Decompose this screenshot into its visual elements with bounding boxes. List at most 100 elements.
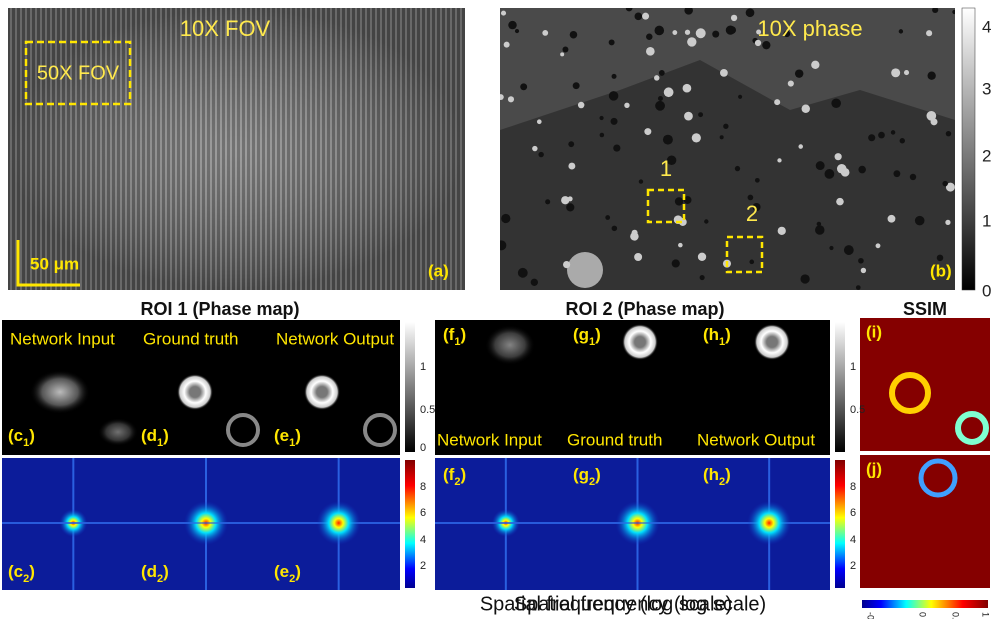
inset-label: 50X FOV [37, 62, 120, 84]
cell [563, 261, 570, 268]
cell [573, 82, 580, 89]
label-prefix: (f [443, 325, 455, 344]
cell [696, 28, 706, 38]
cell [844, 245, 854, 255]
cell [926, 30, 932, 36]
colorbar-tick-label: 1 [850, 361, 856, 373]
cell [817, 222, 822, 227]
cell [624, 103, 629, 108]
cell [910, 174, 916, 180]
cell [515, 29, 519, 33]
cell [658, 96, 663, 101]
colorbar-tick-label: 0.5 [951, 612, 961, 619]
panel-title: 10X FOV [180, 16, 271, 41]
cell [538, 152, 543, 157]
cell [904, 70, 909, 75]
cell [672, 259, 680, 267]
colorbar-tick-label: 2 [982, 146, 991, 165]
cell [899, 29, 903, 33]
panel-label: (i) [866, 322, 882, 341]
cell [687, 37, 696, 46]
cell [700, 275, 705, 280]
cell [746, 8, 755, 17]
label-suffix: ) [163, 426, 169, 445]
panel-title: 10X phase [757, 16, 862, 41]
cell [731, 15, 737, 21]
cell [562, 46, 568, 52]
cell [678, 243, 683, 248]
label-prefix: (g [573, 325, 589, 344]
cell [654, 75, 659, 80]
cell [518, 268, 528, 278]
cell [532, 146, 537, 151]
label-prefix: (e [274, 426, 289, 445]
label-suffix: ) [725, 325, 731, 344]
cell [605, 215, 610, 220]
colorbar-tick-label: 1 [981, 612, 991, 617]
cell [684, 112, 693, 121]
column-title: Network Output [276, 329, 394, 348]
cell [815, 225, 824, 234]
roi-label: 2 [746, 201, 758, 226]
cell [835, 153, 842, 160]
cell [642, 13, 649, 20]
colorbar-tick-label: 0 [420, 442, 426, 454]
cell [568, 141, 574, 147]
colorbar-tick-label: 8 [850, 481, 856, 493]
x-axis-label: Spatial frequency (log scale) [514, 593, 766, 615]
colorbar-tick-label: 2 [850, 560, 856, 572]
cell [755, 178, 760, 183]
cell [937, 255, 943, 261]
cell [836, 198, 844, 206]
cell [613, 144, 620, 151]
cell [900, 138, 905, 143]
colorbar-tick-label: 4 [982, 17, 991, 36]
cell [634, 253, 642, 261]
cell [639, 179, 643, 183]
cell [748, 195, 754, 201]
cell [609, 39, 615, 45]
cell [893, 170, 900, 177]
cell [876, 243, 881, 248]
cell [952, 10, 956, 14]
cell [612, 226, 618, 232]
cell [698, 112, 703, 117]
cell [664, 87, 674, 97]
section-title: SSIM [903, 299, 947, 319]
fft-center [317, 501, 361, 545]
panel-b [496, 5, 956, 290]
cell [824, 169, 834, 179]
colorbar-tick-label: 0.5 [850, 404, 865, 416]
cell [778, 227, 786, 235]
colorbar-tick-label: 3 [982, 79, 991, 98]
label-prefix: (h [703, 465, 719, 484]
colorbar-tick-label: 8 [420, 481, 426, 493]
column-title: Network Input [10, 329, 115, 348]
cell [762, 41, 770, 49]
label-suffix: ) [460, 465, 466, 484]
cell [545, 199, 550, 204]
cell [946, 131, 951, 136]
cell [831, 98, 841, 108]
colorbar-tick-label: 4 [850, 534, 856, 546]
cell [891, 130, 896, 135]
cell [599, 116, 603, 120]
column-title: Ground truth [143, 329, 238, 348]
column-title: Network Input [437, 430, 542, 449]
column-title: Ground truth [567, 430, 662, 449]
cell [795, 69, 803, 77]
cell [663, 135, 673, 145]
cell [684, 6, 693, 15]
section-title: ROI 1 (Phase map) [140, 299, 299, 319]
colorbar-tick-label: 4 [420, 534, 426, 546]
colorbar-tick-label: 0.5 [420, 404, 435, 416]
fft-center [747, 501, 791, 545]
cell [654, 26, 664, 36]
cell [800, 274, 809, 283]
colorbar-tick-label: 6 [420, 507, 426, 519]
colorbar-tick-label: 0 [982, 281, 991, 300]
cell [704, 219, 708, 223]
cell [570, 31, 578, 39]
cell [685, 30, 690, 35]
cell [698, 253, 706, 261]
